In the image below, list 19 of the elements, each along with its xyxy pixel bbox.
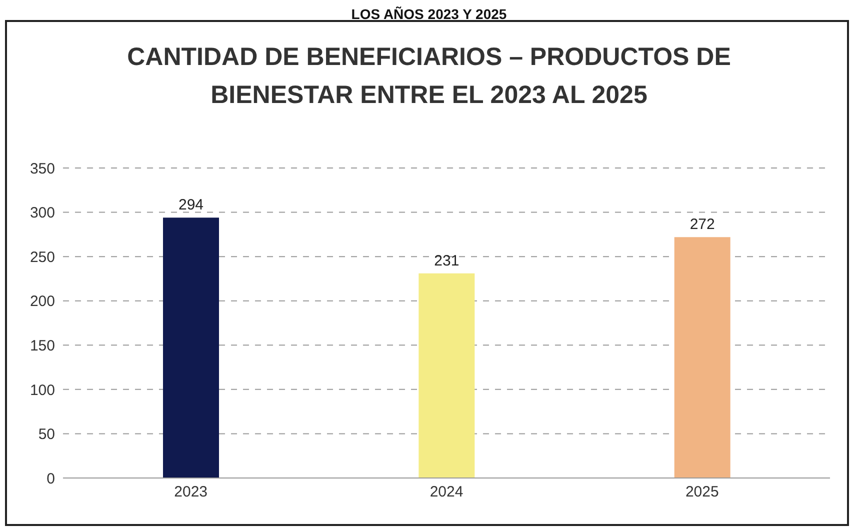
y-tick-label: 50 xyxy=(38,426,55,444)
y-tick-label: 150 xyxy=(30,337,55,354)
bar xyxy=(674,237,730,478)
x-tick-label: 2023 xyxy=(174,484,208,501)
data-label: 231 xyxy=(434,252,460,270)
y-tick-label: 100 xyxy=(30,382,55,399)
data-label: 294 xyxy=(178,196,204,214)
bar xyxy=(418,273,475,478)
bar xyxy=(163,218,219,478)
y-tick-label: 300 xyxy=(30,204,55,222)
chart-title: CANTIDAD DE BENEFICIARIOS – PRODUCTOS DE BIENESTAR ENTRE EL 2023 AL 2025 xyxy=(126,42,732,111)
data-label: 272 xyxy=(690,216,715,234)
y-tick-label: 0 xyxy=(46,470,55,488)
y-tick-label: 350 xyxy=(30,160,55,178)
text: LOS AÑOS 2023 Y 2025 xyxy=(350,6,508,22)
x-tick-label: 2024 xyxy=(430,484,464,501)
y-tick-label: 250 xyxy=(30,248,55,266)
x-tick-label: 2025 xyxy=(685,484,719,501)
y-tick-label: 200 xyxy=(30,293,55,310)
